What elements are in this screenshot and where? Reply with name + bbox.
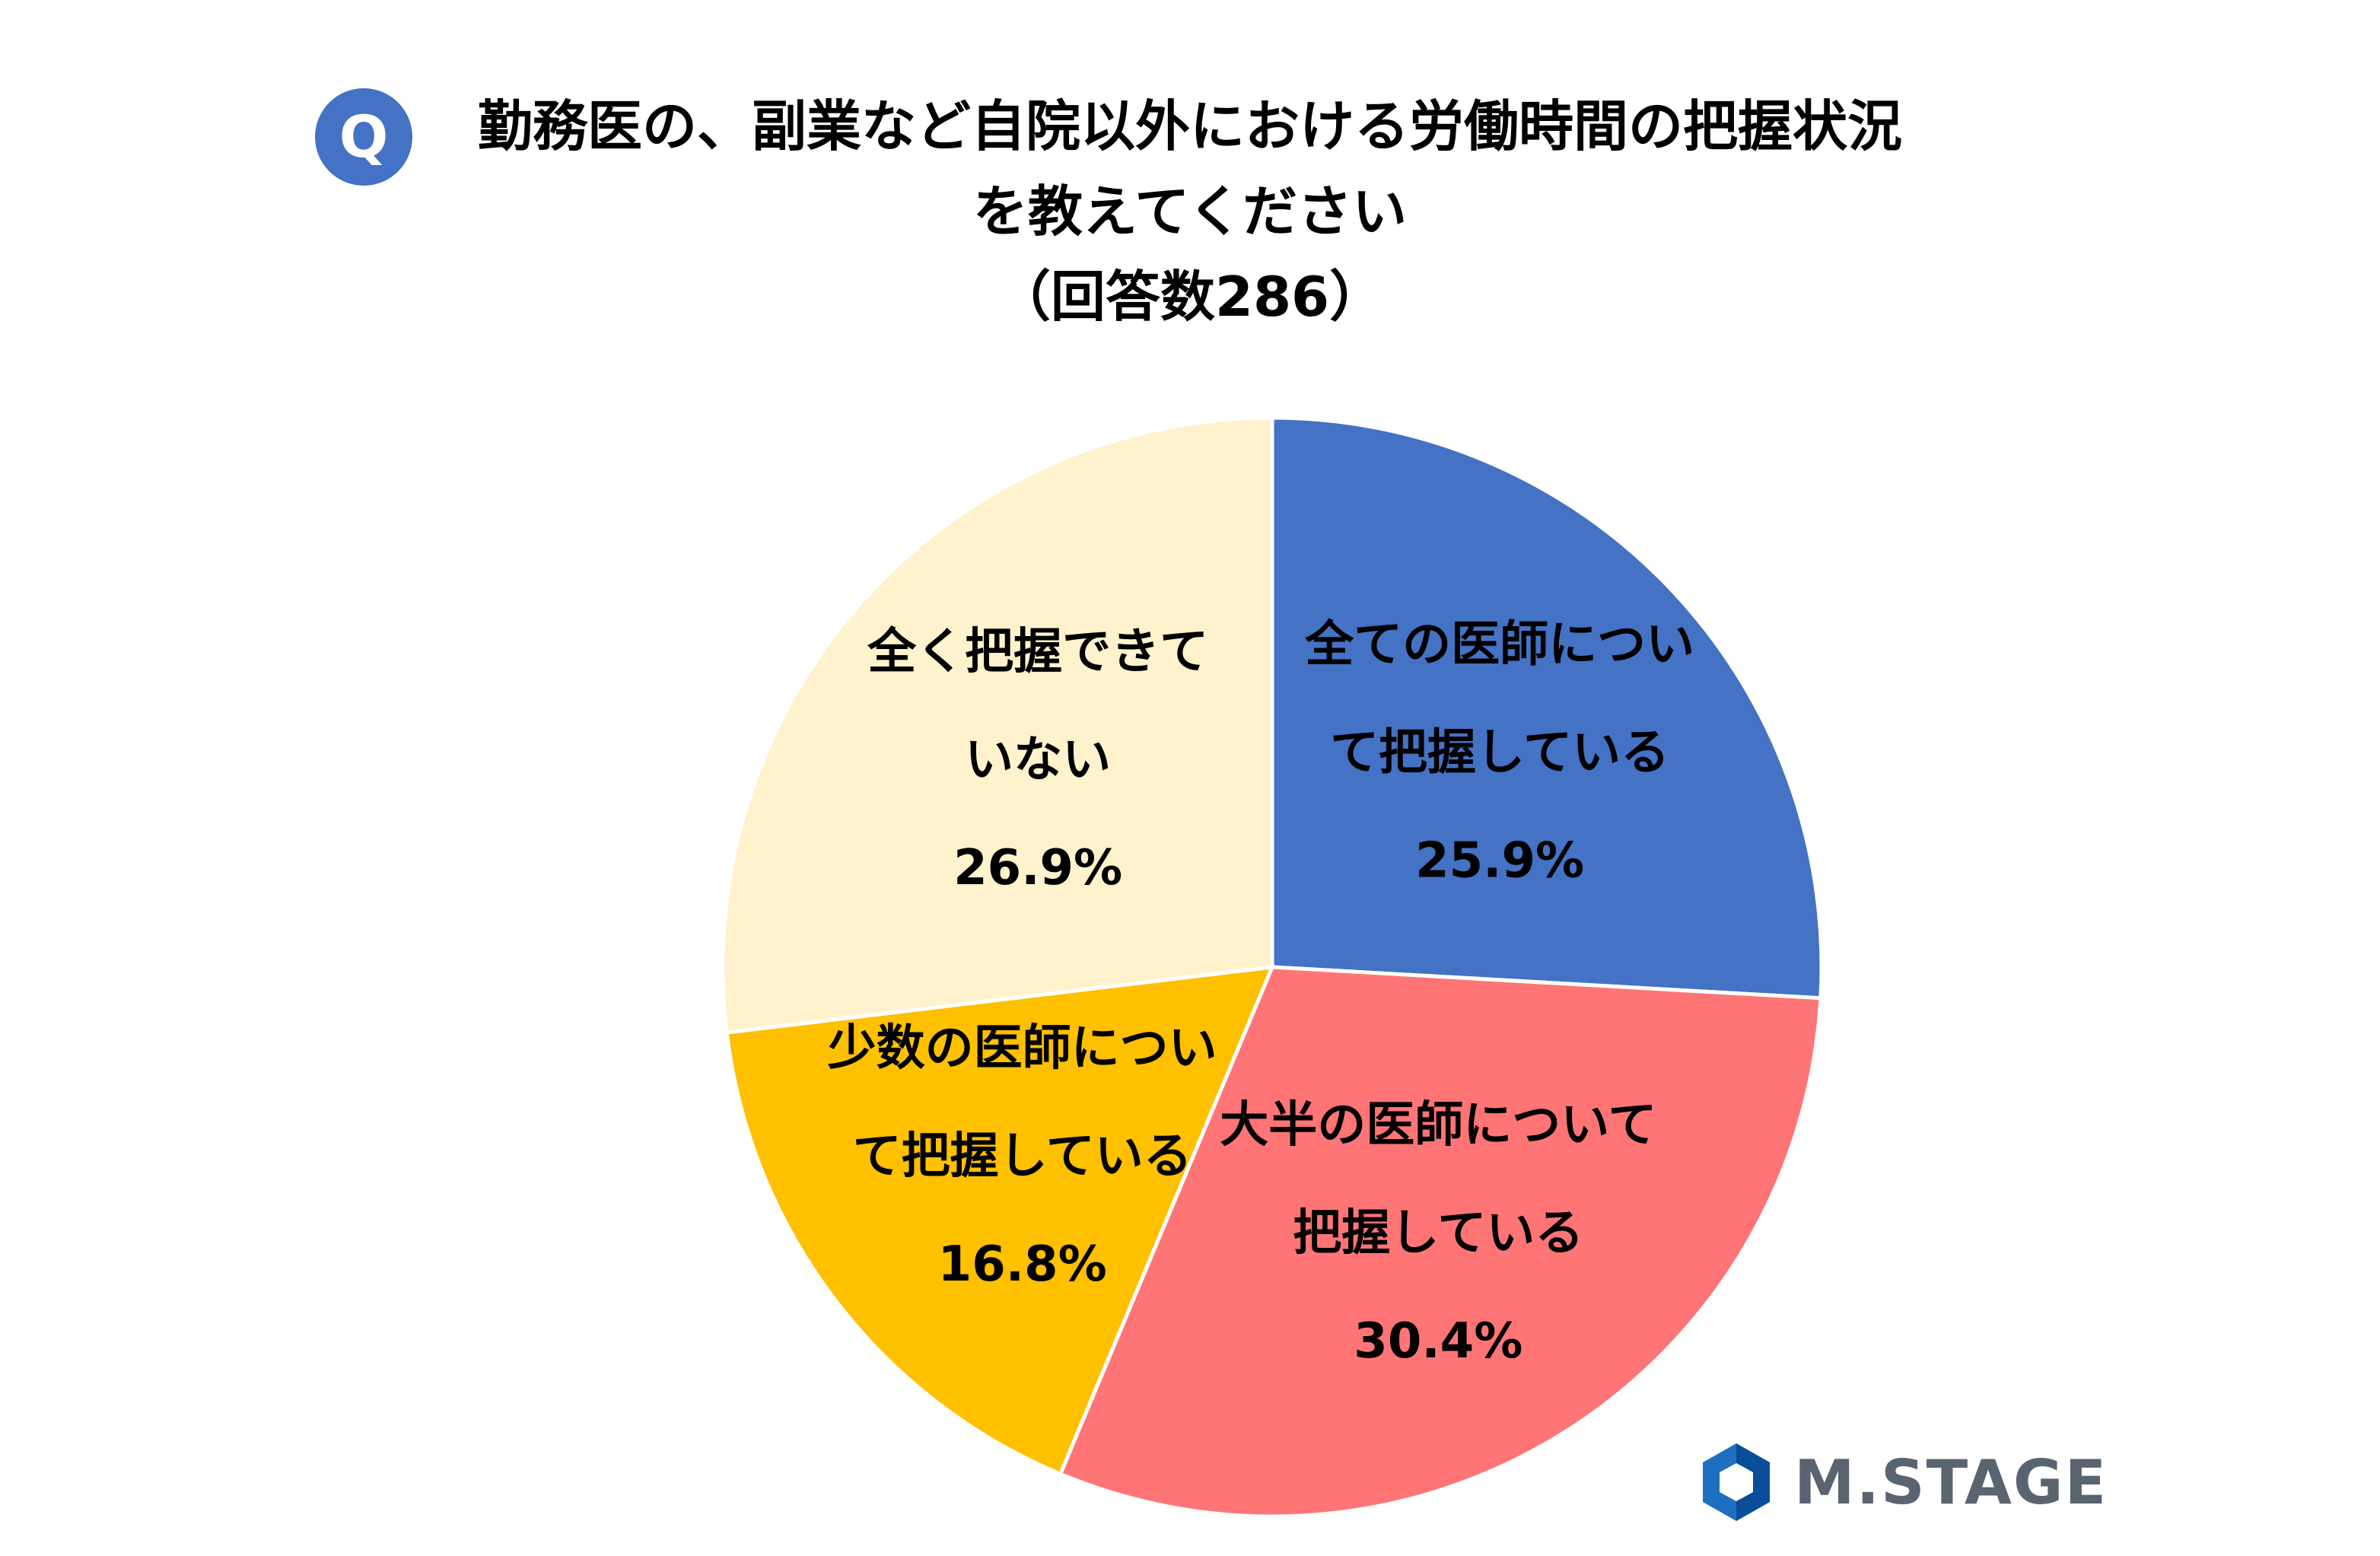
slice-percent-label-1: 25.9%	[1415, 832, 1584, 889]
slice-percent-label-4: 26.9%	[953, 840, 1122, 896]
title-line-1: 勤務医の、副業など自院以外における労働時間の把握状況	[477, 94, 1902, 158]
question-badge: Q	[315, 88, 412, 186]
mstage-logo: M.STAGE	[1698, 1437, 2108, 1528]
logo-text: M.STAGE	[1794, 1446, 2108, 1518]
mstage-logo-icon	[1703, 1443, 1770, 1521]
slice-label-1-line-1: 全ての医師につい	[1304, 616, 1694, 673]
pie-slice-2	[1058, 965, 1823, 1519]
pie-slice-1	[1270, 415, 1824, 1001]
title-line-3: （回答数286）	[995, 265, 1385, 329]
slice-label-4-line-1: 全く把握できて	[867, 624, 1208, 680]
title-line-2: を教えてください	[972, 180, 1408, 243]
slice-percent-label-3: 16.8%	[938, 1236, 1107, 1293]
slice-percent-label-2: 30.4%	[1354, 1313, 1522, 1370]
slice-label-2-line-1: 大半の医師について	[1220, 1097, 1656, 1153]
pie-slice-3	[724, 965, 1275, 1477]
slice-label-4-line-2: いない	[965, 732, 1111, 788]
slice-label-1-line-2: て把握している	[1330, 724, 1669, 781]
chart-title: 勤務医の、副業など自院以外における労働時間の把握状況 を教えてください （回答数…	[0, 84, 2380, 339]
pie-slice-4	[721, 415, 1274, 1035]
slice-label-2-line-2: 把握している	[1293, 1205, 1583, 1262]
slice-label-3-line-1: 少数の医師につい	[828, 1020, 1217, 1077]
slice-label-3-line-2: て把握している	[853, 1128, 1192, 1185]
